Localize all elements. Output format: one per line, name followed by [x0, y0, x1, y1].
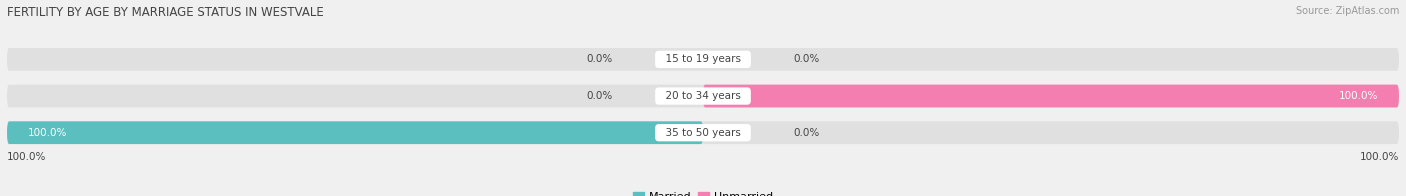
Text: 35 to 50 years: 35 to 50 years [659, 128, 747, 138]
Legend: Married, Unmarried: Married, Unmarried [628, 187, 778, 196]
Text: 100.0%: 100.0% [1360, 152, 1399, 162]
FancyBboxPatch shape [7, 121, 703, 144]
Text: 0.0%: 0.0% [793, 54, 820, 64]
FancyBboxPatch shape [703, 85, 1399, 107]
Text: 0.0%: 0.0% [586, 54, 613, 64]
FancyBboxPatch shape [7, 85, 1399, 107]
Text: 0.0%: 0.0% [793, 128, 820, 138]
Text: 100.0%: 100.0% [28, 128, 67, 138]
Text: 100.0%: 100.0% [7, 152, 46, 162]
Text: FERTILITY BY AGE BY MARRIAGE STATUS IN WESTVALE: FERTILITY BY AGE BY MARRIAGE STATUS IN W… [7, 6, 323, 19]
Text: 0.0%: 0.0% [586, 91, 613, 101]
Text: 20 to 34 years: 20 to 34 years [659, 91, 747, 101]
FancyBboxPatch shape [7, 121, 1399, 144]
Text: 15 to 19 years: 15 to 19 years [659, 54, 747, 64]
Text: 100.0%: 100.0% [1339, 91, 1378, 101]
FancyBboxPatch shape [7, 48, 1399, 71]
Text: Source: ZipAtlas.com: Source: ZipAtlas.com [1295, 6, 1399, 16]
